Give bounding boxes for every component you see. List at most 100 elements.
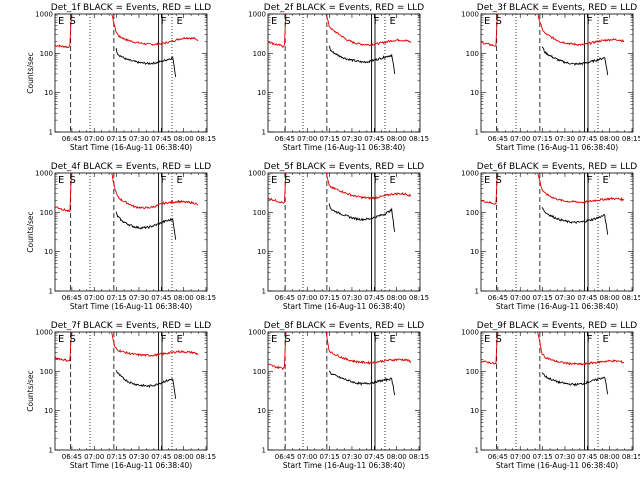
y-tick-label: 10 — [257, 407, 266, 415]
x-tick-label: 07:30 — [555, 294, 575, 302]
x-tick-label: 07:15 — [319, 294, 339, 302]
segment-marker: E — [389, 334, 395, 345]
segment-marker: F — [587, 175, 593, 186]
x-tick-label: 07:00 — [297, 294, 317, 302]
x-tick-label: 06:45 — [62, 135, 82, 143]
y-tick-label: 1000 — [248, 170, 266, 178]
x-tick-label: 07:15 — [106, 453, 126, 461]
plot-area — [55, 332, 199, 450]
x-tick-label: 08:15 — [409, 453, 429, 461]
y-axis-label: Counts/sec — [26, 52, 35, 93]
y-tick-label: 10 — [44, 407, 53, 415]
plot-area — [55, 173, 199, 291]
x-tick-label: 08:15 — [409, 135, 429, 143]
x-tick-label: 06:45 — [488, 453, 508, 461]
chart-panel: Det_2f BLACK = Events, RED = LLD 1 10 100 10… — [248, 3, 429, 152]
y-tick-label: 100 — [466, 209, 479, 217]
segment-marker: S — [284, 334, 290, 345]
x-tick-label: 08:15 — [196, 135, 216, 143]
x-tick-label: 06:45 — [62, 453, 82, 461]
x-tick-label: 06:45 — [275, 294, 295, 302]
x-axis-label: Start Time (16-Aug-11 06:38:40) — [283, 143, 405, 152]
plot-frame — [54, 172, 208, 292]
segment-marker: E — [58, 16, 64, 27]
lld-trace — [481, 332, 498, 365]
y-tick-label: 1 — [49, 288, 53, 296]
events-trace — [541, 207, 609, 235]
plot-area — [481, 173, 625, 291]
lld-trace — [325, 14, 412, 47]
chart-panel: Det_8f BLACK = Events, RED = LLD 1 10 100 10… — [248, 321, 429, 470]
y-tick-label: 1000 — [461, 329, 479, 337]
y-tick-label: 1000 — [35, 11, 53, 19]
segment-marker: E — [484, 175, 490, 186]
segment-marker: E — [58, 175, 64, 186]
y-tick-label: 1000 — [35, 170, 53, 178]
x-tick-label: 07:45 — [364, 135, 384, 143]
lld-trace — [537, 14, 625, 47]
segment-marker: S — [69, 175, 75, 186]
y-tick-label: 10 — [44, 89, 53, 97]
x-tick-label: 06:45 — [488, 294, 508, 302]
x-axis-label: Start Time (16-Aug-11 06:38:40) — [496, 143, 618, 152]
events-trace — [328, 203, 396, 232]
segment-marker: S — [69, 16, 75, 27]
lld-trace — [537, 332, 625, 366]
x-tick-label: 07:00 — [510, 294, 530, 302]
y-tick-label: 10 — [470, 407, 479, 415]
y-tick-label: 10 — [257, 89, 266, 97]
lld-trace — [55, 332, 72, 362]
plot-area — [55, 14, 199, 132]
x-tick-label: 08:00 — [174, 453, 194, 461]
x-tick-label: 07:00 — [297, 453, 317, 461]
x-tick-label: 07:00 — [84, 135, 104, 143]
chart-panel: Det_6f BLACK = Events, RED = LLD 1 10 100 10… — [461, 162, 640, 311]
x-tick-label: 07:00 — [297, 135, 317, 143]
segment-marker: E — [484, 334, 490, 345]
lld-trace — [268, 332, 287, 371]
segment-marker: S — [69, 334, 75, 345]
chart-title: Det_9f BLACK = Events, RED = LLD — [477, 321, 637, 331]
segment-marker: E — [58, 334, 64, 345]
x-tick-label: 07:15 — [319, 453, 339, 461]
chart-panel: Det_5f BLACK = Events, RED = LLD 1 10 100 10… — [248, 162, 429, 311]
lld-trace — [537, 173, 625, 204]
y-tick-label: 100 — [40, 209, 53, 217]
chart-title: Det_5f BLACK = Events, RED = LLD — [264, 162, 424, 172]
segment-marker: F — [161, 175, 167, 186]
x-tick-label: 08:00 — [387, 453, 407, 461]
y-tick-label: 1 — [262, 288, 266, 296]
plot-frame — [480, 331, 634, 451]
lld-trace — [268, 14, 287, 49]
segment-marker: E — [176, 16, 182, 27]
events-trace — [115, 48, 177, 78]
segment-marker: F — [161, 16, 167, 27]
y-tick-label: 100 — [466, 368, 479, 376]
y-tick-label: 1 — [49, 447, 53, 455]
x-tick-label: 08:00 — [600, 294, 620, 302]
events-trace — [541, 372, 609, 395]
segment-marker: E — [176, 334, 182, 345]
lld-trace — [111, 14, 199, 47]
segment-marker: S — [495, 16, 501, 27]
x-tick-label: 07:30 — [342, 135, 362, 143]
segment-marker: S — [284, 16, 290, 27]
x-axis-label: Start Time (16-Aug-11 06:38:40) — [70, 143, 192, 152]
x-tick-label: 08:00 — [600, 135, 620, 143]
chart-panel: Det_1f BLACK = Events, RED = LLD 1 10 100 10… — [26, 3, 216, 152]
x-tick-label: 07:30 — [555, 453, 575, 461]
chart-title: Det_3f BLACK = Events, RED = LLD — [477, 3, 637, 13]
plot-area — [268, 332, 412, 450]
events-trace — [328, 45, 396, 74]
x-axis-label: Start Time (16-Aug-11 06:38:40) — [70, 461, 192, 470]
chart-panel: Det_3f BLACK = Events, RED = LLD 1 10 100 10… — [461, 3, 640, 152]
x-tick-label: 08:00 — [174, 135, 194, 143]
x-tick-label: 07:30 — [555, 135, 575, 143]
y-tick-label: 10 — [470, 248, 479, 256]
plot-area — [481, 14, 625, 132]
x-axis-label: Start Time (16-Aug-11 06:38:40) — [70, 302, 192, 311]
y-tick-label: 100 — [466, 50, 479, 58]
x-tick-label: 07:15 — [106, 294, 126, 302]
x-axis-label: Start Time (16-Aug-11 06:38:40) — [496, 302, 618, 311]
y-tick-label: 1 — [475, 129, 479, 137]
